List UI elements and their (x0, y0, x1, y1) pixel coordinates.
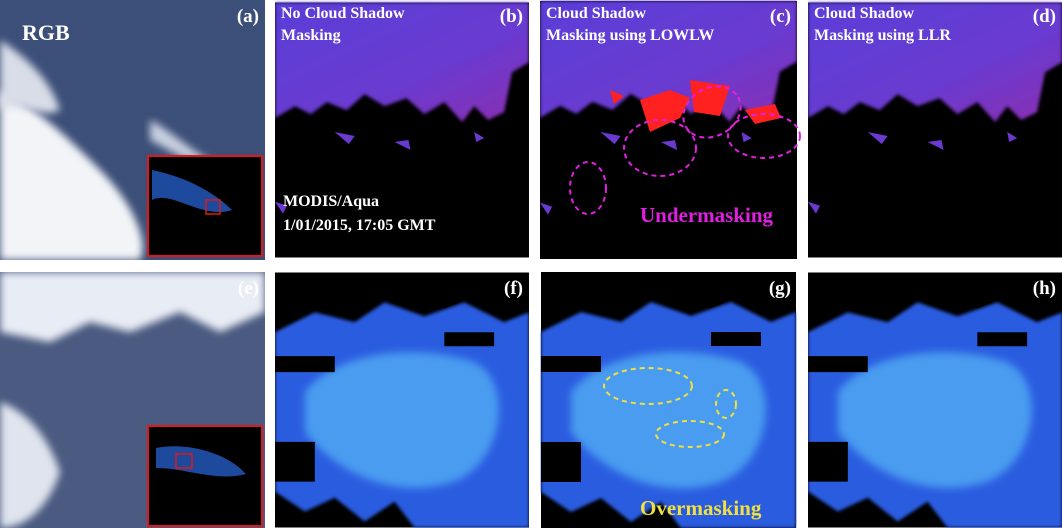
panel-label: (c) (770, 6, 791, 27)
panel-note: Overmasking (640, 496, 762, 520)
panel-images (0, 0, 1062, 528)
panel-title: Cloud Shadow (814, 5, 914, 22)
panel-label: (e) (238, 278, 259, 299)
panel-h-image (808, 273, 1062, 528)
panel-note: MODIS/Aqua (283, 193, 379, 210)
panel-label: (f) (504, 278, 523, 299)
panel-note: 1/01/2015, 17:05 GMT (283, 217, 436, 234)
panel-title: No Cloud Shadow (281, 5, 405, 22)
panel-e-image (0, 272, 265, 528)
figure: (a) RGB (b) No Cloud Shadow Masking MODIS/Aqu… (0, 0, 1062, 528)
panel-label: (g) (769, 278, 791, 299)
panel-title: Masking using LLR (814, 27, 951, 44)
panel-label: (a) (237, 6, 259, 27)
panel-title: Masking (281, 27, 341, 44)
panel-note: Undermasking (640, 203, 774, 227)
panel-title: RGB (22, 20, 70, 45)
panel-f-image (275, 273, 529, 528)
panel-title: Cloud Shadow (546, 5, 646, 22)
panel-label: (d) (1033, 6, 1056, 27)
panel-g-image (541, 272, 796, 528)
panel-title: Masking using LOWLW (546, 27, 714, 44)
panel-label: (h) (1033, 278, 1056, 299)
panel-label: (b) (500, 6, 523, 27)
